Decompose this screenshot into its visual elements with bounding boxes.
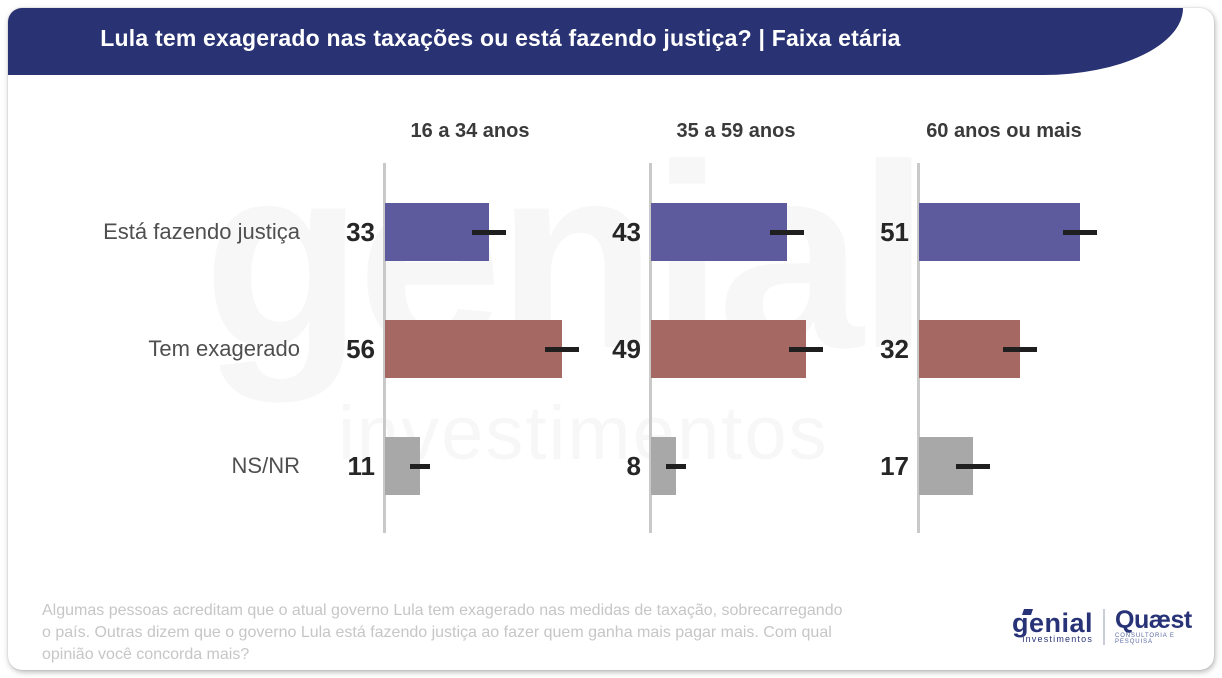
page-title: Lula tem exagerado nas taxações ou está … (100, 24, 901, 51)
value-label: 8 (626, 451, 641, 481)
error-bar (544, 346, 579, 352)
footnote-line: Algumas pessoas acreditam que o atual go… (42, 602, 843, 619)
group-header: 16 a 34 anos (410, 120, 530, 142)
genial-logo-subtext: investimentos (1022, 633, 1094, 644)
error-bar (955, 463, 990, 469)
error-bar (1003, 346, 1038, 352)
watermark-genial: genial (203, 126, 930, 388)
quaest-logo: Quæst CONSULTORIA E PESQUISA (1115, 606, 1214, 646)
footnote-line: opinião você concorda mais? (42, 646, 250, 663)
value-label: 51 (880, 217, 909, 247)
category-label: Está fazendo justiça (103, 219, 300, 244)
footnote-line: o país. Outras dizem que o governo Lula … (42, 624, 832, 641)
group-header: 60 anos ou mais (926, 120, 1082, 142)
category-label: Tem exagerado (148, 336, 300, 361)
axis-line (649, 163, 652, 533)
grouped-bar-chart: Está fazendo justiça Tem exagerado NS/NR 16… (8, 8, 1214, 670)
error-bar (788, 346, 823, 352)
value-label: 17 (880, 451, 909, 481)
bar (385, 203, 490, 261)
genial-flag-icon (1022, 608, 1033, 615)
value-label: 43 (612, 217, 641, 247)
error-bar (409, 463, 430, 469)
error-bar (472, 229, 507, 235)
quaest-logo-text: Quæst (1115, 606, 1192, 634)
slide-card: Lula tem exagerado nas taxações ou está … (8, 8, 1214, 670)
value-label: 56 (346, 334, 375, 364)
axis-line (917, 163, 920, 533)
category-label: NS/NR (231, 453, 300, 478)
error-bar (666, 463, 687, 469)
error-bar (1063, 229, 1098, 235)
quaest-logo-subtext: CONSULTORIA E PESQUISA (1115, 633, 1175, 645)
value-label: 32 (880, 334, 909, 364)
value-label: 33 (346, 217, 375, 247)
survey-question-footnote: Algumas pessoas acreditam que o atual go… (42, 600, 1002, 666)
header-band: Lula tem exagerado nas taxações ou está … (8, 8, 1183, 75)
logo-group: genial investimentos Quæst CONSULTORIA E… (1012, 606, 1214, 646)
group-header: 35 a 59 anos (676, 120, 796, 142)
value-label: 49 (612, 334, 641, 364)
bar (919, 203, 1081, 261)
bar (651, 203, 787, 261)
logo-divider (1103, 608, 1105, 645)
axis-line (383, 163, 386, 533)
genial-logo: genial investimentos (1012, 608, 1094, 644)
error-bar (769, 229, 804, 235)
bar (385, 320, 562, 378)
bar (651, 320, 806, 378)
value-label: 11 (347, 451, 376, 481)
